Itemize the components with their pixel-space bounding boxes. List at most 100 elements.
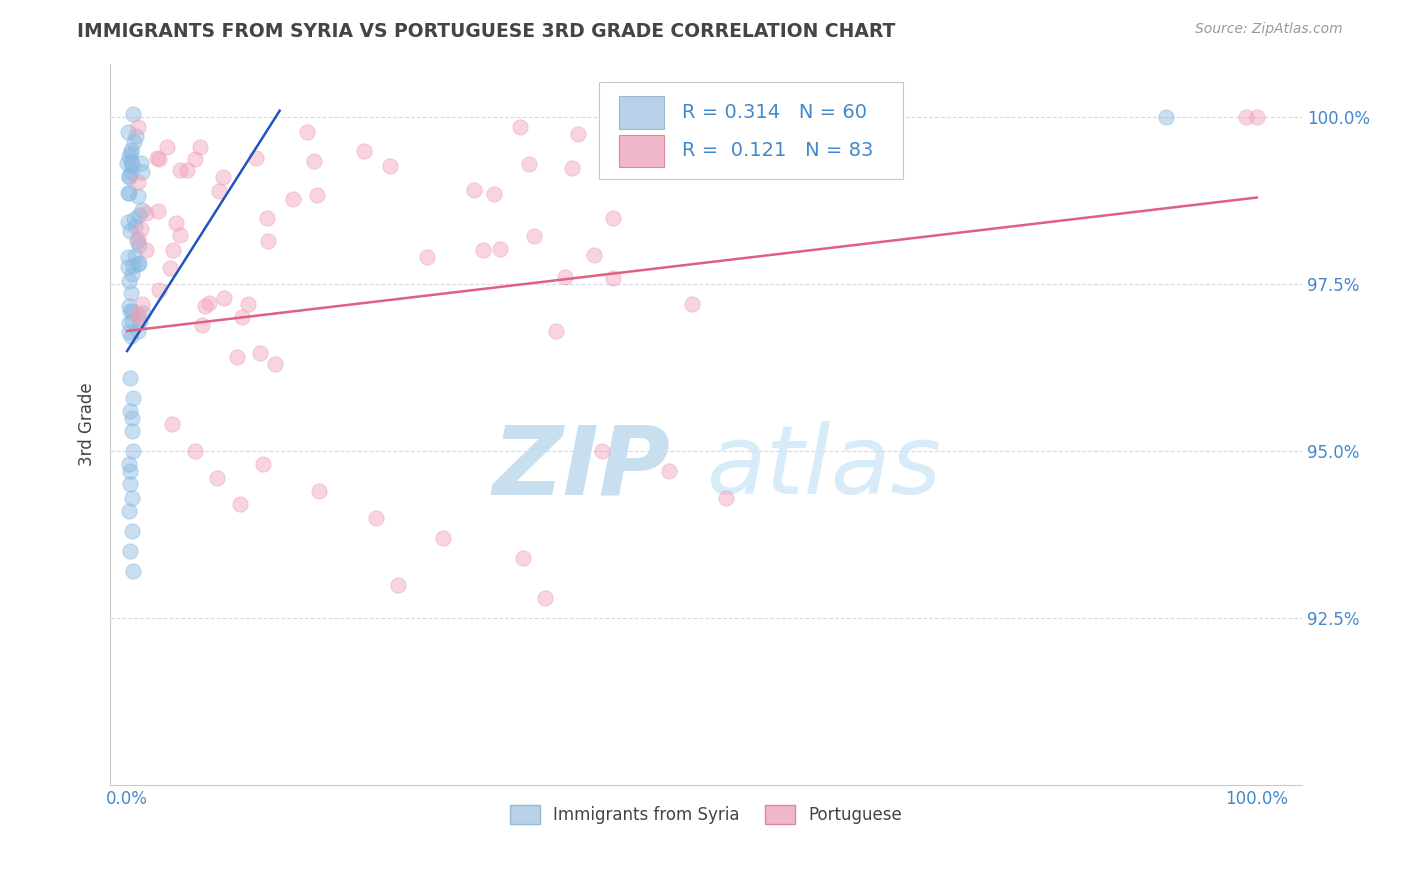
Point bbox=[681, 297, 703, 311]
Point bbox=[117, 260, 139, 274]
Point bbox=[517, 157, 540, 171]
Point bbox=[523, 229, 546, 244]
Point bbox=[128, 208, 150, 222]
Point bbox=[252, 458, 274, 472]
Point bbox=[127, 232, 149, 246]
Y-axis label: 3rd Grade: 3rd Grade bbox=[79, 383, 96, 467]
Bar bbox=[619, 135, 665, 167]
Point bbox=[121, 303, 143, 318]
Point bbox=[124, 249, 146, 263]
Point bbox=[582, 248, 605, 262]
Point bbox=[156, 140, 179, 154]
Point bbox=[121, 444, 143, 458]
Point bbox=[169, 228, 191, 243]
Point bbox=[120, 329, 142, 343]
Point bbox=[471, 244, 494, 258]
Point bbox=[120, 285, 142, 300]
Point bbox=[127, 324, 149, 338]
Point bbox=[127, 120, 149, 135]
Point bbox=[121, 424, 143, 438]
Point bbox=[118, 316, 141, 330]
Point bbox=[127, 307, 149, 321]
Point bbox=[121, 491, 143, 505]
Point bbox=[148, 153, 170, 167]
Point bbox=[193, 300, 215, 314]
Point bbox=[236, 296, 259, 310]
Point bbox=[207, 471, 229, 485]
Point bbox=[165, 216, 187, 230]
Point bbox=[482, 186, 505, 201]
Text: ZIP: ZIP bbox=[492, 421, 671, 514]
Point bbox=[120, 165, 142, 179]
Bar bbox=[619, 96, 665, 129]
Point bbox=[162, 244, 184, 258]
Point bbox=[117, 215, 139, 229]
Point bbox=[602, 270, 624, 285]
Point bbox=[129, 155, 152, 169]
Point bbox=[118, 170, 141, 185]
Point bbox=[509, 120, 531, 135]
Point bbox=[120, 370, 142, 384]
Point bbox=[127, 189, 149, 203]
Point bbox=[364, 511, 387, 525]
Point bbox=[256, 234, 278, 248]
Point bbox=[184, 152, 207, 166]
Point bbox=[117, 125, 139, 139]
Point bbox=[489, 242, 512, 256]
Point bbox=[281, 192, 304, 206]
Point bbox=[118, 274, 141, 288]
Point bbox=[1234, 111, 1257, 125]
Point bbox=[208, 184, 231, 198]
Point bbox=[135, 243, 157, 257]
Point bbox=[432, 531, 454, 545]
Point bbox=[148, 204, 170, 219]
Point bbox=[714, 491, 737, 505]
Point bbox=[305, 187, 328, 202]
Point bbox=[120, 404, 142, 418]
Legend: Immigrants from Syria, Portuguese: Immigrants from Syria, Portuguese bbox=[503, 798, 908, 830]
Point bbox=[121, 314, 143, 328]
Point bbox=[125, 129, 148, 144]
Text: atlas: atlas bbox=[706, 421, 941, 514]
Point bbox=[561, 161, 583, 175]
Point bbox=[122, 107, 145, 121]
Point bbox=[176, 163, 198, 178]
Point bbox=[302, 153, 325, 168]
Point bbox=[249, 346, 271, 360]
Point bbox=[128, 237, 150, 252]
Point bbox=[188, 140, 211, 154]
Point bbox=[353, 144, 375, 158]
Point bbox=[124, 135, 146, 149]
Point bbox=[128, 255, 150, 269]
Point bbox=[118, 299, 141, 313]
Point bbox=[416, 251, 439, 265]
Point bbox=[121, 267, 143, 281]
Point bbox=[148, 283, 170, 297]
Point bbox=[118, 169, 141, 183]
Point bbox=[159, 260, 181, 275]
Point bbox=[546, 324, 568, 338]
Point bbox=[122, 212, 145, 227]
Point bbox=[121, 391, 143, 405]
Point bbox=[118, 148, 141, 162]
Point bbox=[463, 184, 485, 198]
Point bbox=[120, 145, 142, 160]
Text: R = 0.314   N = 60: R = 0.314 N = 60 bbox=[682, 103, 868, 122]
Point bbox=[124, 219, 146, 233]
Text: IMMIGRANTS FROM SYRIA VS PORTUGUESE 3RD GRADE CORRELATION CHART: IMMIGRANTS FROM SYRIA VS PORTUGUESE 3RD … bbox=[77, 22, 896, 41]
Point bbox=[121, 410, 143, 425]
Point bbox=[118, 304, 141, 318]
Point bbox=[169, 163, 191, 178]
Point bbox=[118, 504, 141, 518]
Point bbox=[127, 310, 149, 324]
Point bbox=[263, 357, 285, 371]
Point bbox=[117, 155, 139, 169]
Point bbox=[117, 186, 139, 200]
Point bbox=[125, 234, 148, 248]
Point bbox=[225, 350, 247, 364]
Text: Source: ZipAtlas.com: Source: ZipAtlas.com bbox=[1195, 22, 1343, 37]
Point bbox=[135, 206, 157, 220]
Point bbox=[380, 159, 402, 173]
Point bbox=[256, 211, 278, 226]
Point bbox=[127, 175, 149, 189]
